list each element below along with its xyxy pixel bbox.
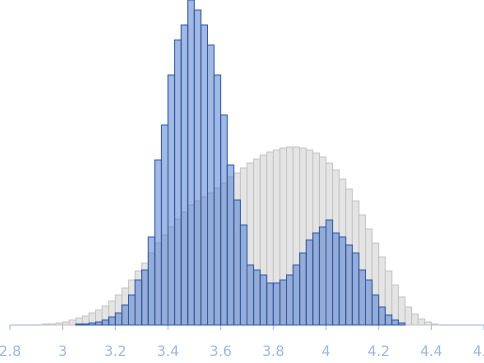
bar <box>411 313 419 326</box>
bar <box>358 269 366 326</box>
bar <box>233 199 241 326</box>
bar <box>332 232 340 326</box>
bar <box>95 321 103 326</box>
bar <box>365 279 373 326</box>
bar <box>134 279 143 326</box>
bar <box>147 236 156 326</box>
x-tick-label: 4.2 <box>368 344 390 360</box>
bar <box>193 9 202 326</box>
bar <box>226 164 235 326</box>
bar <box>279 279 287 326</box>
x-tick-label: 4 <box>322 344 331 360</box>
bar <box>391 319 399 326</box>
bar <box>88 322 97 326</box>
bar <box>391 284 399 326</box>
x-tick-label: 4.4 <box>420 344 442 360</box>
bar <box>167 74 176 326</box>
bar <box>121 304 129 326</box>
bar <box>154 159 162 326</box>
bar <box>397 296 406 326</box>
bar <box>75 323 83 326</box>
x-tick-label: 3.4 <box>157 344 179 360</box>
x-tick-label: 4.6 <box>473 344 484 360</box>
bar <box>200 24 209 326</box>
bar <box>68 319 77 326</box>
bar <box>397 322 406 326</box>
bar <box>305 239 314 326</box>
x-tick-label: 3 <box>58 344 67 360</box>
bar <box>160 124 169 326</box>
bar <box>378 306 386 326</box>
x-tick-label: 2.8 <box>0 344 21 360</box>
bar <box>187 0 195 326</box>
bar <box>49 323 57 326</box>
bar <box>128 294 136 326</box>
bar <box>108 316 116 326</box>
bar <box>42 323 51 326</box>
bar <box>404 306 413 326</box>
bar <box>174 39 182 326</box>
bar <box>292 264 301 326</box>
bar <box>266 282 274 326</box>
bar <box>351 252 360 326</box>
bar <box>141 269 149 326</box>
bar <box>259 274 268 326</box>
bar <box>239 224 248 326</box>
bar <box>371 294 380 326</box>
bar <box>55 322 64 326</box>
bar <box>345 244 353 326</box>
bar <box>62 321 70 326</box>
bar <box>213 74 222 326</box>
bar <box>246 264 255 326</box>
bar <box>430 323 439 326</box>
bar <box>286 274 294 326</box>
bar <box>207 44 215 326</box>
bar <box>312 232 320 326</box>
bar <box>417 318 426 326</box>
bar <box>272 282 281 326</box>
bar <box>114 312 123 326</box>
bar <box>299 252 307 326</box>
bar <box>180 24 189 326</box>
bar <box>384 314 393 326</box>
bar <box>424 321 432 326</box>
x-tick-label: 3.6 <box>210 344 232 360</box>
bar <box>81 323 90 326</box>
x-tick-label: 3.2 <box>104 344 126 360</box>
bar <box>338 236 347 326</box>
bar <box>101 319 110 326</box>
x-tick-label: 3.8 <box>262 344 284 360</box>
bar <box>220 114 228 326</box>
bar <box>325 219 334 326</box>
bar <box>318 226 327 326</box>
bar <box>253 269 261 326</box>
